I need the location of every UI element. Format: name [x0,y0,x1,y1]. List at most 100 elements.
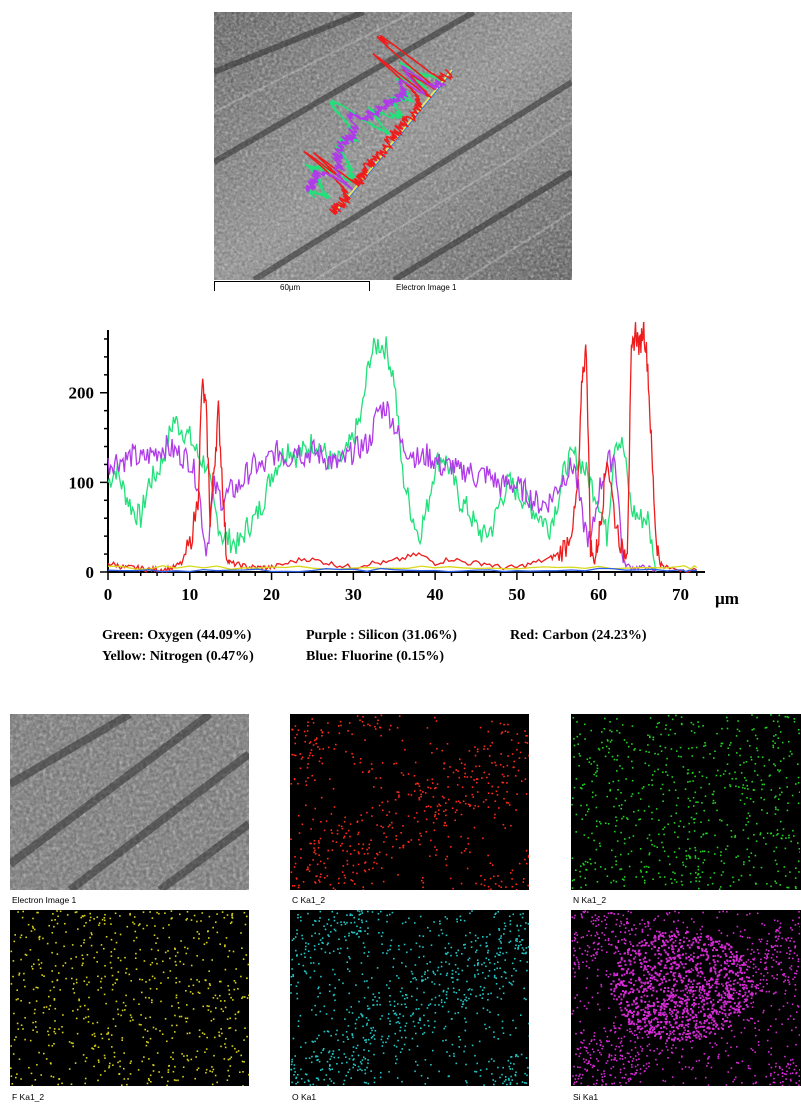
dot [731,778,734,780]
dot [392,845,394,848]
dot [648,1062,650,1064]
dot [28,1002,31,1004]
dot [452,887,454,890]
dot [783,973,785,975]
dot [790,1059,792,1061]
dot [730,946,733,949]
dot [582,1058,585,1060]
dot [311,1040,314,1043]
dot [770,1047,773,1049]
dot [54,1020,56,1022]
dot [511,878,513,880]
dot [298,832,301,834]
dot [591,916,593,919]
dot [663,942,666,945]
dot [586,1007,588,1010]
dot [599,1008,601,1011]
dot [527,923,529,925]
dot [590,1040,592,1043]
dot [720,874,723,876]
dot [59,989,61,991]
dot [770,714,772,716]
dot [15,998,18,1001]
dot [716,960,719,963]
dot [380,1071,382,1074]
dot [746,995,749,998]
dot [325,1074,328,1076]
dot [595,848,598,851]
dot [705,1076,707,1079]
dot [681,1016,684,1019]
dot [307,950,310,952]
dot [140,1014,142,1016]
dot [673,961,676,964]
dot [132,1019,134,1021]
dot [524,730,526,732]
dot [586,758,589,760]
dot [378,804,381,807]
dot [415,1032,417,1035]
dot [611,1082,613,1085]
dot [12,975,14,978]
dot [388,987,390,989]
dot [359,926,362,929]
dot [689,989,692,992]
dot [616,759,618,761]
dot [643,960,646,963]
dot [503,928,506,930]
dot [774,764,777,767]
dot [425,818,428,821]
dot [639,749,641,751]
dot [171,1024,173,1027]
dot [501,731,503,733]
dot [675,812,677,815]
dot [649,966,652,968]
dot [489,877,492,880]
dot [720,969,723,971]
dot [429,961,431,963]
dot [361,973,364,975]
dot [723,1009,726,1012]
dot [474,804,476,807]
dot [488,773,490,776]
dot [746,968,748,971]
dot [135,936,138,939]
dot [763,798,765,801]
dot [681,1038,684,1041]
dot [685,952,687,955]
dot [604,755,607,758]
dot [738,993,741,996]
dot [663,1014,666,1017]
dot [408,917,410,920]
dot [598,821,601,823]
dot [208,937,210,939]
dot [770,1053,772,1056]
dot [498,929,501,931]
dot [432,821,435,824]
dot [687,983,689,986]
dot [658,947,660,949]
dot [328,984,331,986]
dot [336,922,339,924]
dot [578,963,580,966]
dot [437,966,440,969]
dot [393,1005,396,1007]
dot [360,1062,363,1065]
dot [410,970,413,973]
dot [394,1012,397,1014]
dot [114,982,117,984]
dot [366,811,368,814]
dot [643,1017,646,1020]
dot [744,929,746,931]
dot [209,1070,211,1072]
dot [164,951,167,954]
dot [448,1055,451,1057]
dot [572,967,575,970]
dot [702,1025,704,1028]
dot [627,1010,630,1013]
dot [493,1060,495,1062]
dot [185,1020,188,1023]
dot [714,750,716,752]
dot [695,1060,698,1062]
dot [687,806,690,808]
